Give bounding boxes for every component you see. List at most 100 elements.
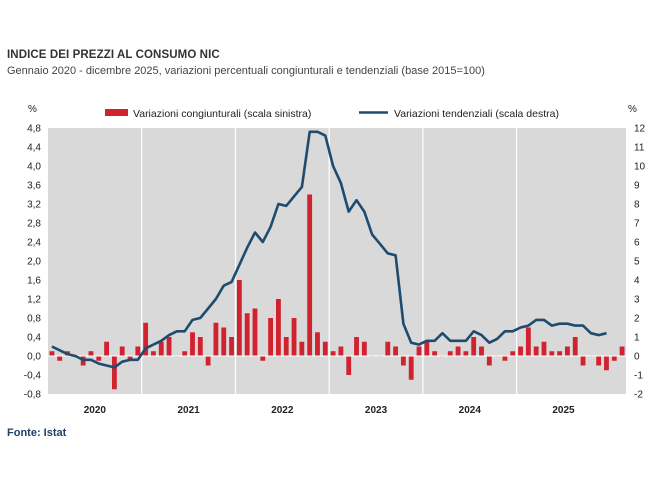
bar [197,337,203,356]
bar [88,351,94,356]
right-tick-label: -2 [634,390,643,401]
bar [182,351,188,356]
bar [541,341,547,356]
bar-series [49,194,625,390]
bar [604,356,609,371]
bar [510,351,516,356]
bar [291,318,297,356]
bar [471,337,477,356]
bar [361,341,367,356]
bar [393,346,399,356]
right-tick-label: 3 [634,295,640,306]
bar [424,341,430,356]
bar [213,322,219,356]
right-axis-unit: % [628,104,637,115]
bar [111,356,117,390]
left-tick-label: 1,2 [27,295,41,306]
bar [525,327,531,356]
bar [322,341,328,356]
right-tick-label: 2 [634,314,640,325]
bar [463,351,469,356]
left-tick-label: 0,4 [27,333,41,344]
bar [354,337,359,356]
right-tick-label: 11 [634,143,645,154]
bar [57,356,63,361]
right-tick-label: 0 [634,352,640,363]
right-tick-label: 12 [634,124,646,135]
source-note: Fonte: Istat [7,427,67,439]
left-axis-ticks: -0,8 -0,4 0,0 0,4 0,8 1,2 1,6 2,0 2,4 2,8 3,2 3,6 4,… [24,124,42,401]
year-label: 2020 [84,405,107,416]
year-separators [141,128,518,394]
bar [533,346,539,356]
bar [158,341,164,356]
bar [307,194,313,356]
left-tick-label: 2,0 [27,257,41,268]
bar [346,356,352,375]
left-tick-label: 4,8 [27,124,41,135]
left-tick-label: 4,0 [27,162,41,173]
left-tick-label: 2,8 [27,219,41,230]
bar [268,318,274,356]
legend-bar-swatch [105,109,128,116]
left-tick-label: 3,2 [27,200,41,211]
bar [151,351,156,356]
bar [135,346,141,356]
bar [275,299,281,356]
bar [580,356,586,366]
bar [252,308,258,356]
bar [96,356,102,361]
bar [486,356,492,366]
chart-subtitle: Gennaio 2020 - dicembre 2025, variazioni… [7,65,485,77]
bar [502,356,508,361]
bar [229,337,234,356]
year-label: 2025 [552,405,575,416]
bar [557,351,563,356]
bar [385,341,391,356]
bar [299,341,305,356]
bar [205,356,211,366]
bar [619,346,625,356]
bar [432,351,438,356]
left-tick-label: 0,8 [27,314,41,325]
left-tick-label: 1,6 [27,276,41,287]
bar [479,346,484,356]
right-tick-label: 7 [634,219,640,230]
year-labels: 2020 2021 2022 2023 2024 2025 [84,405,575,416]
bar [596,356,602,366]
left-tick-label: 2,4 [27,238,41,249]
bar [236,280,242,356]
chart: -0,8 -0,4 0,0 0,4 0,8 1,2 1,6 2,0 2,4 2,8 3,2 3,6 4,… [24,104,646,416]
bar [611,356,617,361]
bar [447,351,453,356]
bar [330,351,336,356]
chart-title: INDICE DEI PREZZI AL CONSUMO NIC [7,49,220,61]
bar [572,337,578,356]
bar [416,346,422,356]
bar [221,327,227,356]
bar [119,346,125,356]
bar [104,341,110,356]
bar [400,356,406,366]
year-label: 2021 [177,405,200,416]
year-label: 2022 [271,405,294,416]
bar [166,337,172,356]
right-tick-label: 10 [634,162,646,173]
left-tick-label: 3,6 [27,181,41,192]
bar [408,356,414,380]
right-tick-label: 8 [634,200,640,211]
bar [338,346,344,356]
left-tick-label: 4,4 [27,143,41,154]
bar [127,356,133,361]
right-tick-label: 9 [634,181,640,192]
left-tick-label: -0,4 [24,371,42,382]
bar [49,351,55,356]
left-tick-label: 0,0 [27,352,41,363]
right-tick-label: 5 [634,257,640,268]
left-axis-unit: % [28,104,37,115]
bar [244,313,250,356]
bar [260,356,266,361]
year-label: 2024 [459,405,482,416]
trend-line [51,130,607,369]
